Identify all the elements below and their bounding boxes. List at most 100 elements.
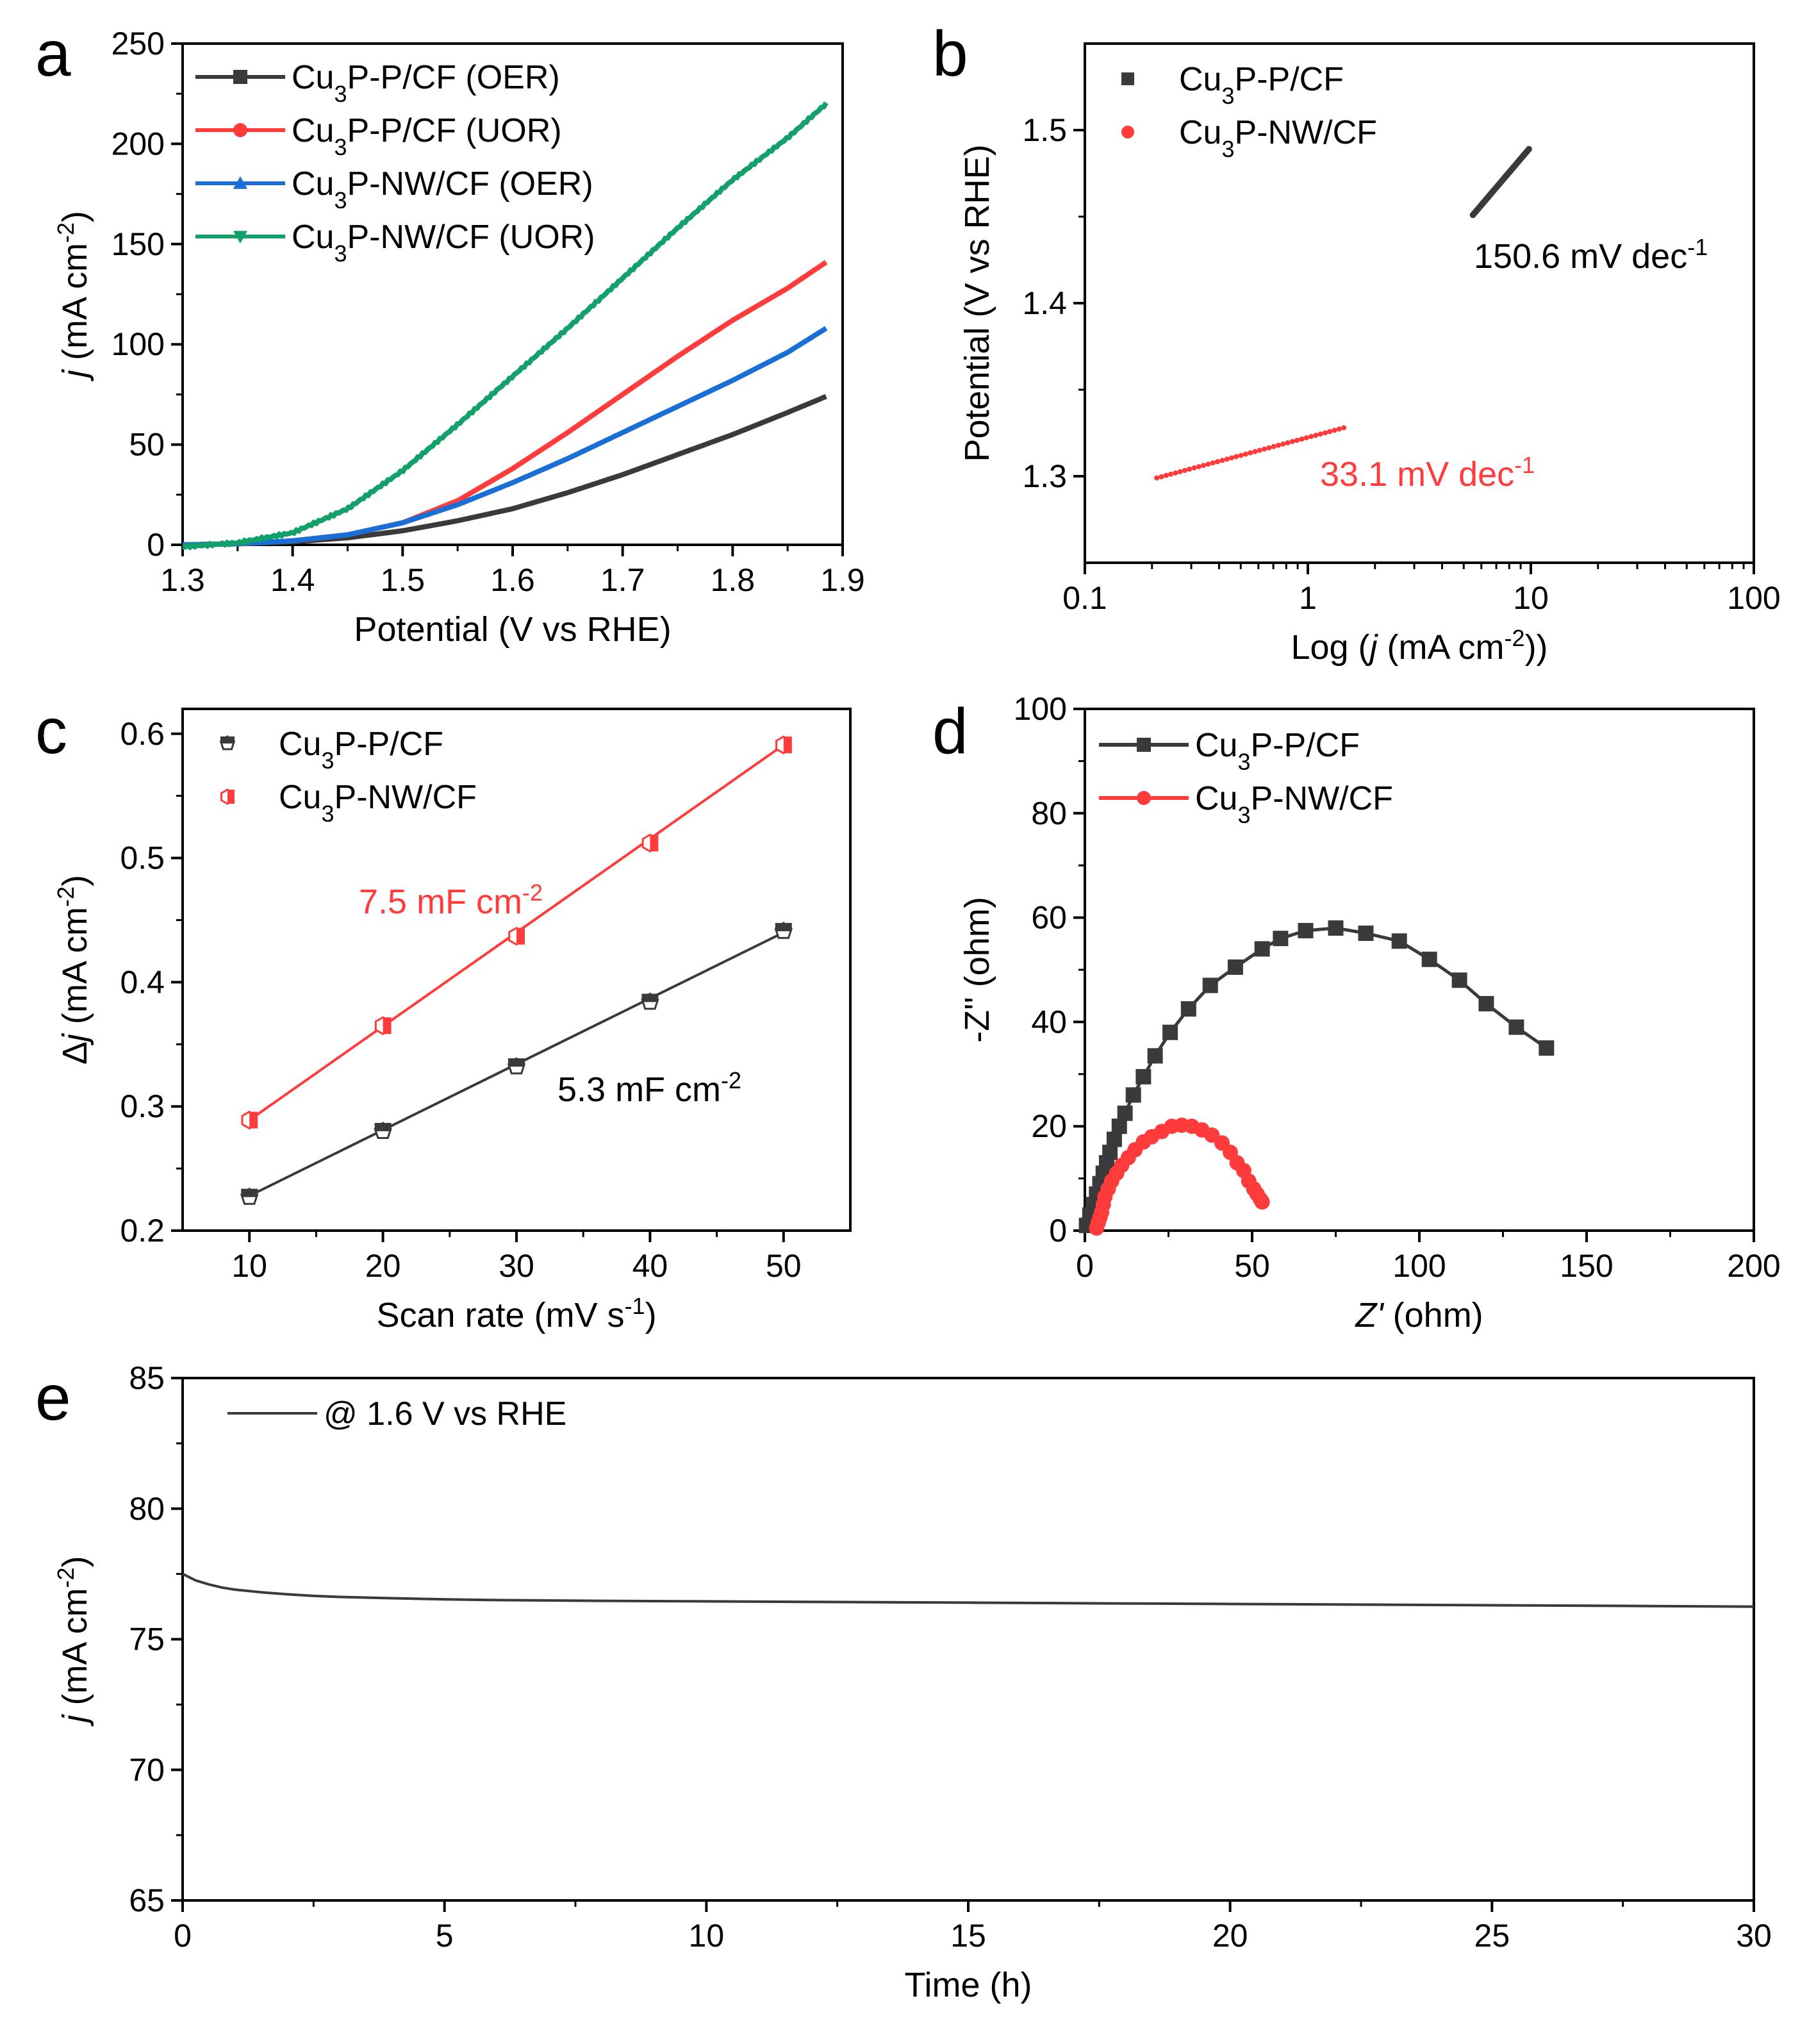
- fit-annotation-sup: -2: [522, 879, 543, 906]
- x-tick-label: 1: [1299, 580, 1317, 616]
- x-tick-label: 5: [436, 1918, 454, 1954]
- x-tick-label: 20: [365, 1248, 401, 1284]
- y-axis-label-text: -Z'' (ohm): [958, 897, 996, 1043]
- legend-label-part: P-NW/CF (UOR): [347, 219, 595, 256]
- y-axis-label-sup: -2: [53, 886, 79, 907]
- data-point: [1328, 920, 1344, 936]
- legend-label-part: Cu: [279, 779, 321, 816]
- fit-annotation: 7.5 mF cm-2: [359, 879, 543, 922]
- y-tick-label: 200: [111, 126, 165, 162]
- legend-label-part: Cu: [1179, 61, 1221, 98]
- y-axis-label-a: j (mA cm-2): [53, 211, 95, 382]
- y-tick-label: 0.6: [120, 716, 165, 752]
- x-tick-label: 100: [1392, 1248, 1446, 1284]
- data-point: [241, 1110, 258, 1130]
- legend-label-part: P-P/CF: [334, 726, 443, 763]
- data-point-fill: [516, 927, 525, 945]
- data-point-fill: [241, 1188, 258, 1197]
- data-point-fill: [641, 993, 659, 1002]
- legend-label-sub: 3: [334, 134, 347, 160]
- series-line: [182, 326, 828, 547]
- x-axis-label-text: Scan rate (mV s: [376, 1296, 624, 1334]
- ticks-e: 0 5 10 15 20 25 30 65 70 75 80 85: [129, 1360, 1771, 1954]
- data-point: [374, 1016, 392, 1035]
- y-tick-label: 0.5: [120, 840, 165, 876]
- data-point: [1298, 922, 1314, 938]
- legend-label-sub: 3: [321, 747, 334, 774]
- legend-label-part: P-NW/CF: [1251, 780, 1393, 817]
- legend-label-part: Cu: [292, 219, 334, 256]
- data-point: [220, 788, 235, 805]
- x-axis-label-sup: -1: [625, 1293, 645, 1319]
- legend-label: Cu3P-P/CF: [1179, 61, 1344, 109]
- data-point: [1137, 791, 1151, 805]
- data-point-fill: [220, 736, 235, 744]
- data-point: [775, 735, 792, 754]
- legend-label-sub: 3: [321, 801, 334, 827]
- y-axis-label-text: (mA cm: [56, 907, 94, 1034]
- y-tick-label: 0.2: [120, 1213, 165, 1249]
- series-b-0: [1469, 145, 1532, 219]
- series-c-1: [241, 735, 792, 1130]
- legend-label: Cu3P-NW/CF (OER): [292, 165, 593, 213]
- y-tick-label: 250: [111, 26, 165, 62]
- series-group-a: [182, 101, 829, 551]
- y-tick-label: 0.3: [120, 1088, 165, 1124]
- legend-label: Cu3P-P/CF: [1195, 727, 1360, 775]
- ticks-b: 0.1 1 10 100 1.3 1.4 1.5: [1022, 112, 1780, 616]
- series-b-1: [1154, 425, 1347, 481]
- y-tick-label: 0: [147, 527, 165, 563]
- y-axis-label-text: (mA cm: [56, 1588, 94, 1715]
- data-point: [1121, 126, 1134, 138]
- series-group-c: [240, 735, 793, 1205]
- data-point: [1180, 1001, 1196, 1017]
- x-tick-label: 40: [632, 1248, 668, 1284]
- y-tick-label: 0: [1049, 1213, 1067, 1249]
- legend-label-part: P-P/CF (UOR): [347, 112, 562, 149]
- data-point: [1106, 1131, 1122, 1147]
- data-point: [233, 176, 247, 189]
- legend-label-part: P-P/CF: [1235, 61, 1344, 98]
- fit-annotation-text: 5.3 mF cm: [557, 1070, 721, 1109]
- data-point: [1117, 1105, 1133, 1121]
- y-axis-label-b: Potential (V vs RHE): [958, 144, 996, 461]
- data-point: [374, 1122, 392, 1139]
- y-tick-label: 60: [1031, 900, 1067, 936]
- y-tick-label: 1.3: [1022, 458, 1067, 494]
- series-group-e: [182, 1572, 1754, 1608]
- x-tick-label: 10: [231, 1248, 267, 1284]
- x-tick-label: 1.3: [160, 562, 205, 598]
- y-axis-label-close: ): [56, 875, 94, 886]
- data-point: [1125, 1087, 1141, 1103]
- data-point: [774, 922, 793, 939]
- x-tick-label: 20: [1212, 1918, 1248, 1954]
- y-tick-label: 80: [129, 1491, 165, 1527]
- ticks-c: 10 20 30 40 50 0.2 0.3 0.4 0.5 0.6: [120, 716, 801, 1284]
- ticks-a: 1.3 1.4 1.5 1.6 1.7 1.8 1.9 0 50 100 150 200 250: [111, 26, 865, 598]
- data-point: [1508, 1019, 1524, 1035]
- data-point: [1273, 931, 1289, 947]
- x-axis-label-c: Scan rate (mV s-1): [376, 1293, 656, 1335]
- fit-annotation-sup: -1: [1687, 234, 1708, 260]
- y-tick-label: 70: [129, 1752, 165, 1788]
- data-point: [1147, 1048, 1163, 1064]
- y-axis-label-sup: -2: [53, 1567, 79, 1588]
- series-d-1: [1089, 1117, 1270, 1236]
- legend-label-sub: 3: [334, 240, 347, 267]
- x-tick-label: 1.9: [820, 562, 865, 598]
- data-point-fill: [775, 922, 792, 931]
- data-point: [1135, 1068, 1152, 1084]
- panel-b: b 0.1 1 10 100 1.3 1.4 1.5 Log (j (mA cm-2)) Pote…: [932, 18, 1781, 667]
- y-tick-label: 1.4: [1022, 285, 1067, 321]
- series-e-0: [182, 1572, 1754, 1608]
- data-point-fill: [227, 790, 235, 804]
- series-a-3: [182, 101, 829, 551]
- y-tick-label: 85: [129, 1360, 165, 1396]
- data-point: [508, 926, 525, 946]
- x-axis-label-close: ): [645, 1296, 657, 1334]
- y-tick-label: 65: [129, 1882, 165, 1918]
- legend-label-part: P-P/CF: [1251, 727, 1360, 764]
- data-point-fill: [508, 1058, 525, 1067]
